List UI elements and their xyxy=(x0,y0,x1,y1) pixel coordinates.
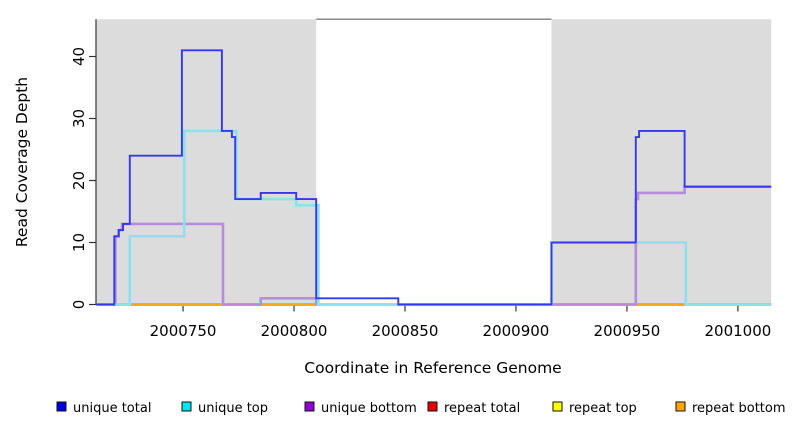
x-axis-tick-label: 2000900 xyxy=(483,322,550,340)
legend-item: unique bottom xyxy=(304,401,417,416)
legend-item-label: repeat top xyxy=(569,401,637,416)
legend-item: repeat bottom xyxy=(675,401,786,416)
x-axis-tick-label: 2000800 xyxy=(261,322,328,340)
legend-swatch xyxy=(427,401,438,412)
y-axis-tick-label: 30 xyxy=(70,109,88,128)
series-line-unique-total xyxy=(96,49,772,306)
legend-item: unique top xyxy=(181,401,268,416)
x-axis-tick-label: 2000750 xyxy=(150,322,217,340)
shaded-region xyxy=(96,19,317,305)
x-axis-title: Coordinate in Reference Genome xyxy=(304,359,561,377)
y-axis-tick-label: 20 xyxy=(70,171,88,190)
shaded-region xyxy=(551,19,772,305)
legend-item-label: unique top xyxy=(198,401,268,416)
legend-item-label: unique total xyxy=(73,401,151,416)
coverage-series-lines xyxy=(96,49,772,306)
x-axis-tick-label: 2000850 xyxy=(372,322,439,340)
legend-item-label: unique bottom xyxy=(321,401,417,416)
legend-swatch xyxy=(552,401,563,412)
legend-item-label: repeat bottom xyxy=(692,401,786,416)
y-axis-tick-label: 40 xyxy=(70,47,88,66)
axis-ticks-and-labels: 2000750 2000800 2000850 2000900 2000950 20010… xyxy=(70,47,771,340)
legend-item: unique total xyxy=(56,401,151,416)
chart-legend: unique total unique top unique bottom repea… xyxy=(56,401,786,416)
legend-swatch xyxy=(304,401,315,412)
y-axis-tick-label: 10 xyxy=(70,233,88,252)
legend-item-label: repeat total xyxy=(444,401,520,416)
legend-swatch xyxy=(56,401,67,412)
y-axis-tick-label: 0 xyxy=(70,300,88,310)
x-axis-tick-label: 2000950 xyxy=(594,322,661,340)
legend-swatch xyxy=(181,401,192,412)
legend-item: repeat top xyxy=(552,401,637,416)
x-axis-tick-label: 2001000 xyxy=(705,322,772,340)
shaded-repeat-regions xyxy=(96,19,772,305)
legend-swatch xyxy=(675,401,686,412)
y-axis-title: Read Coverage Depth xyxy=(13,77,31,247)
legend-item: repeat total xyxy=(427,401,520,416)
